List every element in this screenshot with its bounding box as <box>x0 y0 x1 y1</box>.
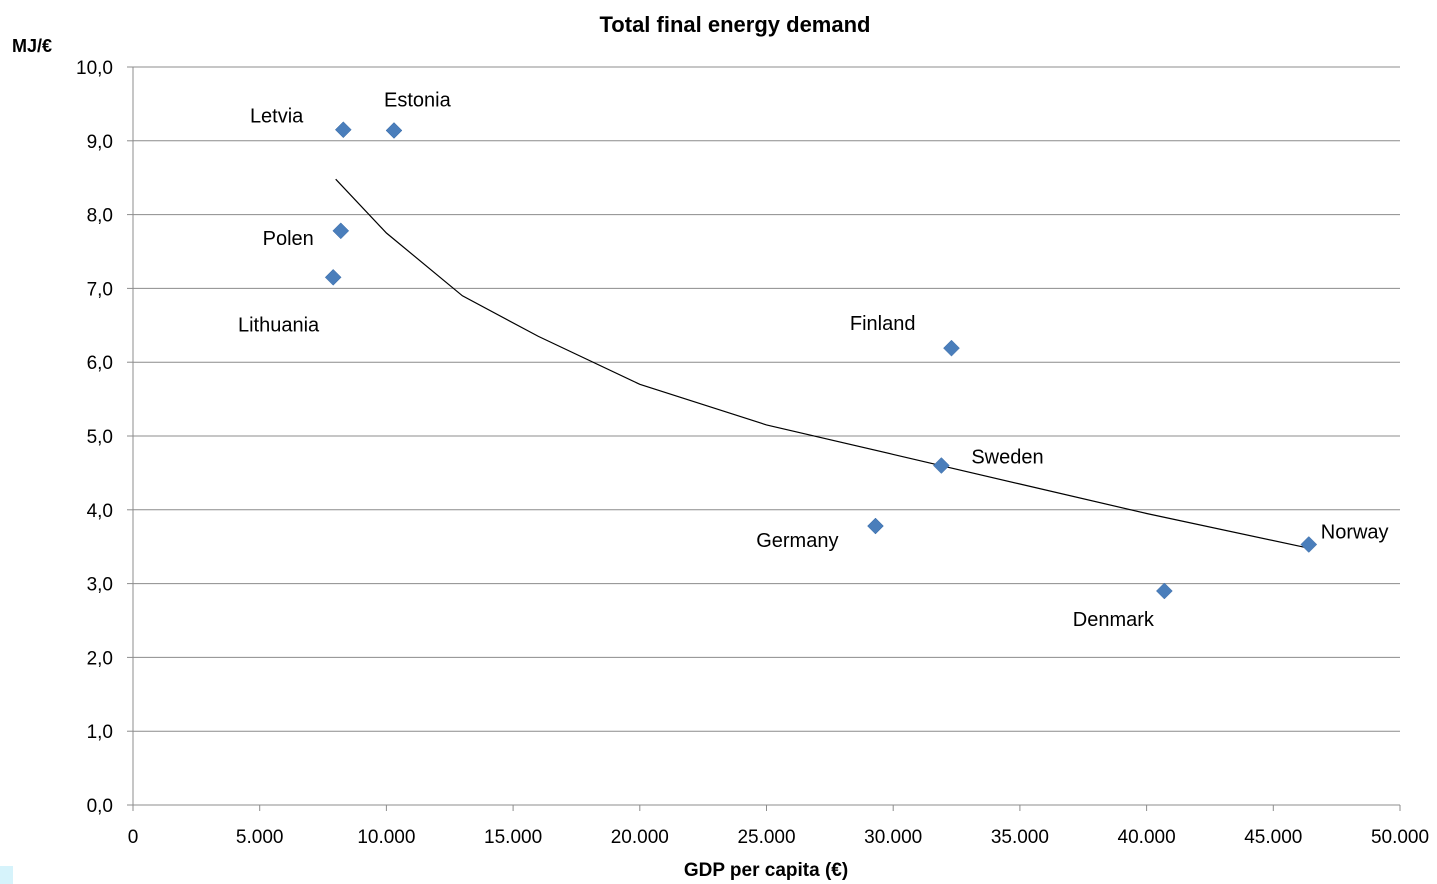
point-labels: Letvia Estonia Polen Lithuania Finland Sweden… <box>238 89 1389 631</box>
data-point <box>324 268 342 286</box>
data-points <box>324 121 1318 600</box>
data-point <box>932 457 950 474</box>
x-tick-label: 20.000 <box>611 827 669 848</box>
point-label: Finland <box>850 313 916 335</box>
chart-title: Total final energy demand <box>600 12 871 37</box>
y-tick-label: 8,0 <box>87 206 113 227</box>
x-tick-label: 0 <box>128 827 139 848</box>
trendline <box>335 178 1309 549</box>
data-point <box>1300 536 1318 553</box>
point-label: Germany <box>756 530 838 552</box>
y-axis-label: MJ/€ <box>12 36 52 56</box>
y-tick-label: 5,0 <box>87 427 113 448</box>
x-tick-label: 15.000 <box>484 827 542 848</box>
data-point <box>332 222 350 240</box>
y-tick-label: 3,0 <box>87 575 113 596</box>
x-tick-label: 40.000 <box>1118 827 1176 848</box>
x-tick-label: 45.000 <box>1244 827 1302 848</box>
trendline-group <box>335 178 1309 549</box>
point-label: Norway <box>1321 521 1389 543</box>
x-tick-label: 25.000 <box>737 827 795 848</box>
point-label: Estonia <box>384 89 452 111</box>
y-tick-label: 9,0 <box>87 132 113 153</box>
point-label: Polen <box>263 228 314 250</box>
point-label: Lithuania <box>238 314 320 336</box>
point-label: Letvia <box>250 106 304 128</box>
y-tick-label: 1,0 <box>87 722 113 743</box>
point-label: Sweden <box>971 447 1043 469</box>
axes <box>127 66 1401 811</box>
y-tick-label: 2,0 <box>87 648 113 669</box>
data-point <box>1155 582 1173 600</box>
data-point <box>943 339 960 357</box>
x-tick-label: 30.000 <box>864 827 922 848</box>
data-point <box>334 121 352 139</box>
x-tick-label: 50.000 <box>1371 827 1429 848</box>
data-point <box>867 517 884 535</box>
corner-mark <box>0 866 13 884</box>
x-tick-label: 5.000 <box>236 827 284 848</box>
data-point <box>385 122 403 139</box>
x-tick-labels: 0 5.000 10.000 15.000 20.000 25.000 30.000 35.0… <box>128 827 1429 848</box>
y-tick-label: 10,0 <box>76 58 113 79</box>
x-tick-label: 10.000 <box>357 827 415 848</box>
x-tick-label: 35.000 <box>991 827 1049 848</box>
y-tick-label: 4,0 <box>87 501 113 522</box>
y-tick-labels: 0,0 1,0 2,0 3,0 4,0 5,0 6,0 7,0 8,0 9,0 10,0 <box>76 58 113 817</box>
y-tick-label: 6,0 <box>87 353 113 374</box>
x-axis-label: GDP per capita (€) <box>684 860 848 881</box>
point-label: Denmark <box>1073 609 1155 631</box>
gridlines <box>133 66 1400 732</box>
y-tick-label: 0,0 <box>87 796 113 817</box>
y-tick-label: 7,0 <box>87 279 113 300</box>
